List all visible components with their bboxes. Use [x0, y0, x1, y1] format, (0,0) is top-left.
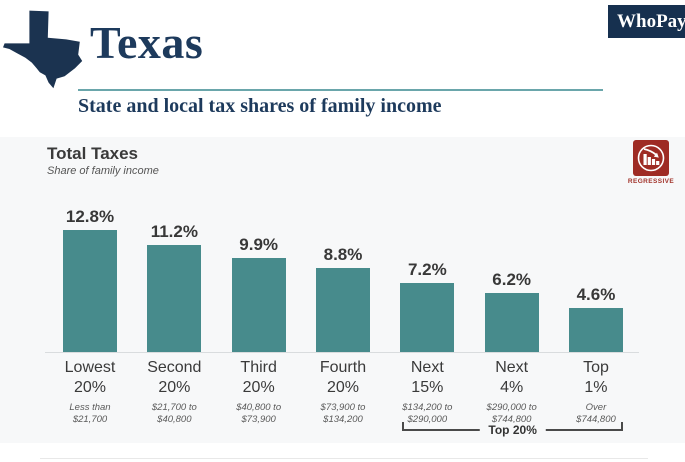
- income-range-label: $21,700 to $40,800: [151, 402, 197, 426]
- bar: [400, 283, 455, 352]
- regressive-label: REGRESSIVE: [627, 178, 675, 185]
- bar-value-label: 8.8%: [323, 245, 363, 264]
- regressive-chart-icon: [633, 140, 669, 176]
- income-range-label: $40,800 to $73,900: [236, 402, 282, 426]
- chart-subtitle: Share of family income: [47, 165, 159, 177]
- bar-value-label: 9.9%: [239, 235, 279, 254]
- category-label: Second 20%: [147, 359, 202, 396]
- chart-title: Total Taxes: [47, 144, 139, 163]
- income-range-label: Less than $21,700: [69, 402, 111, 426]
- bar: [568, 308, 623, 352]
- income-range-label: $290,000 to $744,800: [486, 402, 537, 426]
- texas-state-icon: [3, 10, 83, 89]
- header-divider: [78, 89, 603, 91]
- income-range-label: Over $744,800: [576, 402, 616, 426]
- category-label: Third 20%: [240, 359, 277, 396]
- bar: [315, 268, 370, 352]
- category-label: Next 15%: [410, 359, 444, 396]
- income-range-label: $73,900 to $134,200: [320, 402, 366, 426]
- bar-value-label: 7.2%: [407, 260, 447, 279]
- bar-value-label: 11.2%: [150, 222, 198, 241]
- bar-value-label: 6.2%: [492, 270, 532, 289]
- report-subtitle: State and local tax shares of family inc…: [78, 95, 442, 117]
- category-label: Fourth 20%: [319, 359, 367, 396]
- top20-bracket-label: Top 20%: [479, 423, 546, 437]
- bar-value-label: 4.6%: [576, 285, 616, 304]
- bar: [484, 293, 539, 352]
- chart-panel: Total Taxes Share of family income REGRE…: [0, 137, 685, 443]
- income-range-label: $134,200 to $290,000: [402, 402, 453, 426]
- bar: [63, 230, 117, 352]
- next-section-divider: [40, 458, 648, 459]
- category-label: Lowest 20%: [64, 359, 116, 396]
- x-axis-line: [45, 352, 639, 353]
- category-label: Next 4%: [495, 359, 529, 396]
- bar: [147, 245, 202, 352]
- category-label: Top 1%: [583, 359, 609, 396]
- whopays-brand-badge: WhoPays?: [608, 5, 685, 38]
- page-title: Texas: [90, 17, 204, 68]
- bar-value-label: 12.8%: [65, 207, 115, 226]
- bar: [231, 258, 286, 352]
